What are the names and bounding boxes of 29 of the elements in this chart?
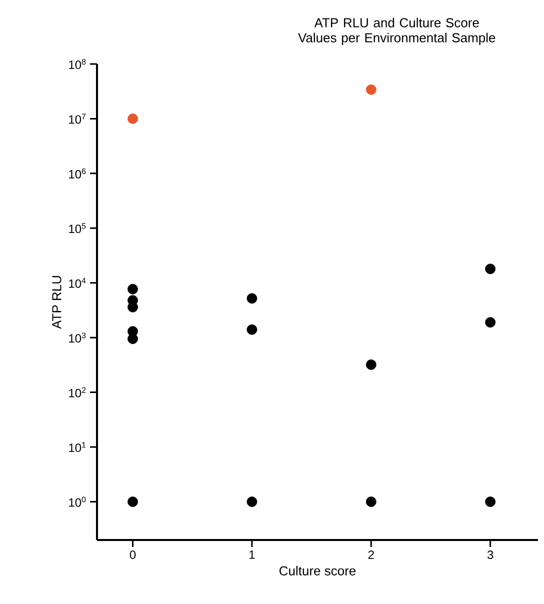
y-tick-label: 10$^{3}$ (69, 332, 86, 343)
chart-title: ATP RLU and Culture Score Values per Environmental Sample (298, 18, 496, 45)
x-tick-label: 3 (487, 550, 494, 560)
x-axis-title: Culture score (280, 566, 356, 576)
x-tick-label: 2 (368, 550, 374, 559)
point (485, 317, 496, 328)
point (128, 496, 138, 507)
point (246, 293, 258, 304)
x-tick-label: 1 (250, 550, 255, 559)
point (366, 359, 376, 370)
point (485, 496, 496, 507)
y-axis-title: ATP RLU (52, 276, 62, 329)
y-tick-label: 10$^{7}$ (69, 114, 86, 124)
point (246, 496, 258, 507)
x-tick-label: 0 (130, 550, 136, 560)
y-tick-label: 10$^{6}$ (69, 168, 86, 178)
point (128, 334, 138, 344)
y-tick-label: 10$^{2}$ (69, 387, 86, 398)
y-tick-label: 10$^{5}$ (69, 223, 86, 234)
point (128, 284, 138, 294)
point (366, 84, 376, 95)
point (366, 496, 376, 507)
y-tick-label: 10$^{1}$ (69, 442, 86, 452)
y-tick-label: 10$^{0}$ (69, 496, 86, 507)
y-tick-label: 10$^{8}$ (69, 58, 86, 70)
point (128, 114, 138, 124)
y-tick-label: 10$^{4}$ (69, 278, 86, 288)
point (246, 324, 258, 335)
point (485, 264, 496, 274)
